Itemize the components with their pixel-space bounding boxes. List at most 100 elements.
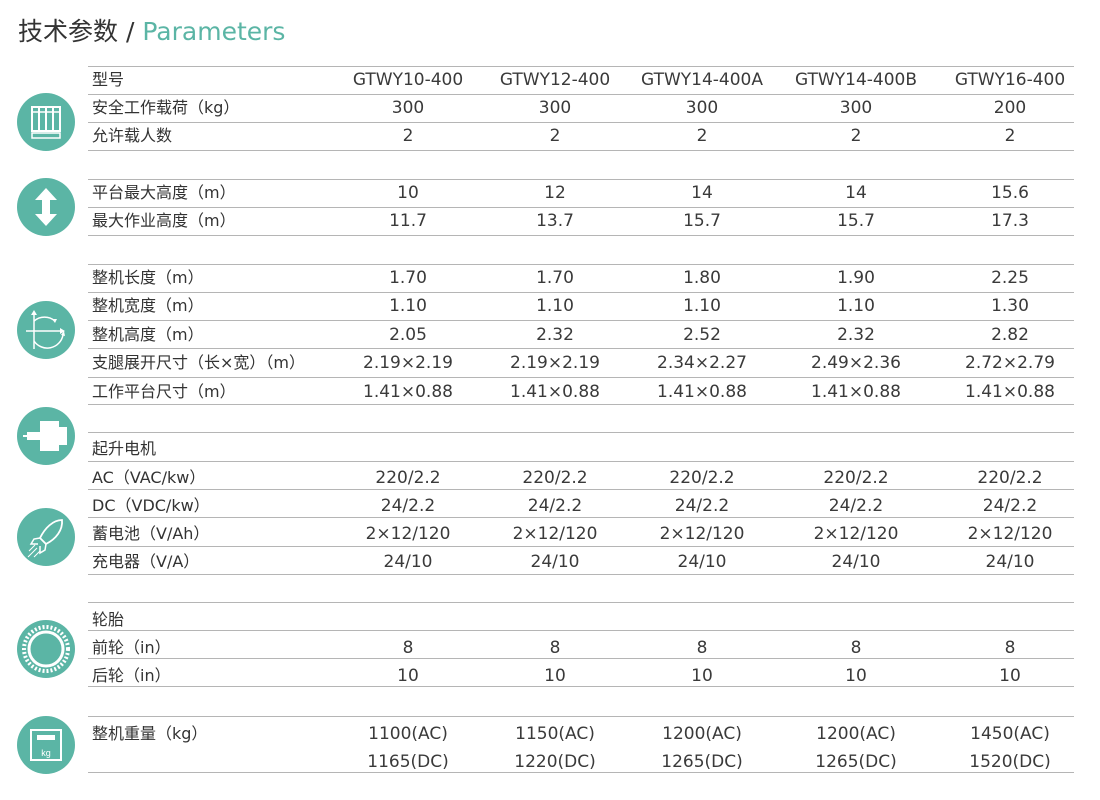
row-divider <box>88 686 1074 687</box>
page-title: 技术参数 / Parameters <box>18 12 285 48</box>
row-label: 后轮（in） <box>92 666 171 685</box>
tire-icon <box>17 620 75 678</box>
cell-value: 220/2.2 <box>669 468 735 488</box>
row-label: 支腿展开尺寸（长×宽）（m） <box>92 353 305 372</box>
cell-value: 1.41×0.88 <box>657 382 747 402</box>
cell-value: 24/10 <box>530 552 580 572</box>
row-label: 安全工作载荷（kg） <box>92 98 240 117</box>
cell-value: 1.70 <box>389 268 427 288</box>
weight-kg-icon: kg <box>17 716 75 774</box>
cell-value: 8 <box>850 638 862 658</box>
row-divider <box>88 348 1074 349</box>
row-divider <box>88 207 1074 208</box>
row-divider <box>88 489 1074 490</box>
row-label: 最大作业高度（m） <box>92 211 236 230</box>
cell-value: 24/10 <box>383 552 433 572</box>
cell-value: 12 <box>544 183 566 203</box>
cell-value: 2×12/120 <box>365 524 451 544</box>
cell-value: 2.32 <box>837 325 875 345</box>
row-divider <box>88 320 1074 321</box>
cell-value: 1220(DC) <box>514 752 596 772</box>
cell-value: 10 <box>845 666 867 686</box>
row-divider <box>88 574 1074 575</box>
cell-value: 2.34×2.27 <box>657 353 747 373</box>
header-label: 型号 <box>92 70 125 89</box>
motor-icon <box>17 407 75 465</box>
model-name: GTWY14-400B <box>794 70 918 90</box>
row-divider <box>88 716 1074 717</box>
cell-value: 1450(AC) <box>970 724 1050 744</box>
cell-value: 300 <box>685 98 719 118</box>
cell-value: 24/2.2 <box>828 496 884 516</box>
cell-value: 15.6 <box>991 183 1029 203</box>
cell-value: 1150(AC) <box>515 724 595 744</box>
cell-value: 1.10 <box>683 296 721 316</box>
model-name: GTWY14-400A <box>641 70 763 90</box>
cell-value: 300 <box>839 98 873 118</box>
cell-value: 13.7 <box>536 211 574 231</box>
row-divider <box>88 292 1074 293</box>
cell-value: 8 <box>549 638 561 658</box>
cell-value: 1165(DC) <box>367 752 449 772</box>
cell-value: 1.10 <box>389 296 427 316</box>
cell-value: 1520(DC) <box>969 752 1051 772</box>
model-name: GTWY12-400 <box>499 70 611 90</box>
cell-value: 2 <box>850 126 862 146</box>
row-label: DC（VDC/kw） <box>92 496 210 515</box>
cell-value: 14 <box>845 183 867 203</box>
cell-value: 300 <box>391 98 425 118</box>
cell-value: 1.41×0.88 <box>363 382 453 402</box>
cell-value: 2.32 <box>536 325 574 345</box>
cell-value: 2×12/120 <box>659 524 745 544</box>
model-name: GTWY16-400 <box>954 70 1066 90</box>
cell-value: 1.10 <box>837 296 875 316</box>
cell-value: 15.7 <box>683 211 721 231</box>
cell-value: 1100(AC) <box>368 724 448 744</box>
cell-value: 14 <box>691 183 713 203</box>
cell-value: 2.52 <box>683 325 721 345</box>
svg-text:kg: kg <box>41 748 51 758</box>
row-label: 工作平台尺寸（m） <box>92 382 236 401</box>
cell-value: 24/10 <box>985 552 1035 572</box>
cell-value: 1265(DC) <box>815 752 897 772</box>
cell-value: 2 <box>549 126 561 146</box>
cell-value: 24/2.2 <box>674 496 730 516</box>
cell-value: 1200(AC) <box>662 724 742 744</box>
cell-value: 1.80 <box>683 268 721 288</box>
platform-icon <box>17 93 75 151</box>
cell-value: 2×12/120 <box>813 524 899 544</box>
row-divider <box>88 179 1074 180</box>
cell-value: 1.70 <box>536 268 574 288</box>
row-label: 允许载人数 <box>92 126 173 145</box>
title-en: Parameters <box>142 17 286 46</box>
row-label: 平台最大高度（m） <box>92 183 236 202</box>
cell-value: 220/2.2 <box>823 468 889 488</box>
group-heading: 起升电机 <box>92 439 157 458</box>
cell-value: 2.82 <box>991 325 1029 345</box>
row-label: 充电器（V/A） <box>92 552 200 571</box>
row-divider <box>88 658 1074 659</box>
row-label: 前轮（in） <box>92 638 171 657</box>
row-label: 蓄电池（V/Ah） <box>92 524 210 543</box>
cell-value: 8 <box>402 638 414 658</box>
cell-value: 2.49×2.36 <box>811 353 901 373</box>
row-divider <box>88 66 1074 67</box>
cell-value: 2.25 <box>991 268 1029 288</box>
cell-value: 10 <box>397 666 419 686</box>
cell-value: 24/10 <box>831 552 881 572</box>
cell-value: 24/2.2 <box>527 496 583 516</box>
row-divider <box>88 264 1074 265</box>
cell-value: 1265(DC) <box>661 752 743 772</box>
cell-value: 2.72×2.79 <box>965 353 1055 373</box>
cell-value: 10 <box>691 666 713 686</box>
cell-value: 2 <box>402 126 414 146</box>
row-divider <box>88 94 1074 95</box>
cell-value: 24/2.2 <box>380 496 436 516</box>
row-divider <box>88 602 1074 603</box>
row-divider <box>88 122 1074 123</box>
row-divider <box>88 517 1074 518</box>
cell-value: 300 <box>538 98 572 118</box>
title-cn: 技术参数 <box>18 17 119 46</box>
row-label: 整机重量（kg） <box>92 724 208 743</box>
cell-value: 2.19×2.19 <box>363 353 453 373</box>
